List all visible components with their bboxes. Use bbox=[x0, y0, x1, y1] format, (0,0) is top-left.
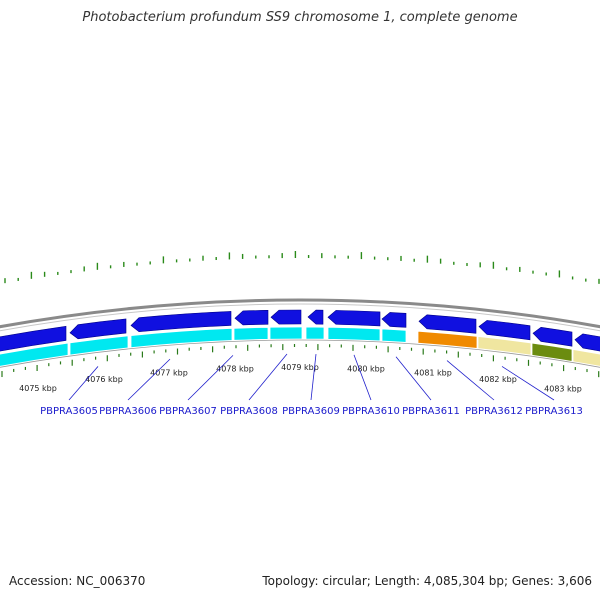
feature-band-12 bbox=[572, 348, 600, 367]
gene-label: PBPRA3607 bbox=[159, 406, 217, 417]
gene-arrow-5 bbox=[270, 309, 302, 325]
feature-band-3 bbox=[130, 327, 233, 349]
feature-band-6 bbox=[305, 326, 325, 340]
scale-label: 4077 kbp bbox=[150, 368, 188, 377]
gene-labels: PBPRA3605 PBPRA3606 PBPRA3607 PBPRA3608 PBPR… bbox=[40, 406, 583, 417]
gene-label-line bbox=[446, 360, 495, 401]
feature-band-7 bbox=[327, 326, 381, 342]
gene-label: PBPRA3610 bbox=[342, 406, 400, 417]
scale-label: 4078 kbp bbox=[216, 364, 254, 373]
scale-label: 4080 kbp bbox=[347, 364, 385, 373]
scale-label: 4079 kbp bbox=[281, 363, 319, 372]
gene-label: PBPRA3613 bbox=[525, 406, 583, 417]
genome-backbone bbox=[0, 298, 600, 332]
gene-label-line bbox=[310, 354, 317, 401]
gene-label-line bbox=[395, 356, 432, 401]
feature-band-8 bbox=[381, 328, 407, 343]
scale-ticks bbox=[1, 344, 600, 378]
scale-label: 4075 kbp bbox=[19, 384, 57, 393]
scale-label: 4083 kbp bbox=[544, 384, 582, 393]
band-outline-arc bbox=[0, 339, 600, 368]
gene-label-line bbox=[248, 353, 288, 401]
accession-text: Accession: NC_006370 bbox=[9, 574, 146, 588]
gene-arrow-8 bbox=[381, 312, 407, 328]
gene-label: PBPRA3612 bbox=[465, 406, 523, 417]
gene-arrow-3 bbox=[130, 311, 232, 333]
gene-arrow-11 bbox=[532, 326, 573, 347]
backbone-outer-arc bbox=[0, 298, 600, 329]
gene-label: PBPRA3606 bbox=[99, 406, 157, 417]
scale-label: 4082 kbp bbox=[479, 375, 517, 384]
gene-label: PBPRA3605 bbox=[40, 406, 98, 417]
gene-arrow-7 bbox=[327, 310, 381, 327]
gene-label-line bbox=[187, 355, 234, 401]
feature-band-5 bbox=[269, 326, 303, 340]
scale-labels: 4075 kbp 4076 kbp 4077 kbp 4078 kbp 4079 kbp… bbox=[19, 363, 582, 393]
feature-band-track bbox=[0, 326, 600, 368]
gene-label: PBPRA3608 bbox=[220, 406, 278, 417]
gc-skew-track bbox=[4, 251, 600, 284]
feature-band-10 bbox=[477, 336, 532, 356]
gene-label-line bbox=[501, 366, 555, 401]
backbone-inner-arc bbox=[0, 303, 600, 332]
page-title: Photobacterium profundum SS9 chromosome … bbox=[82, 10, 518, 25]
gene-label-line bbox=[127, 358, 171, 401]
gene-label-line bbox=[353, 354, 372, 401]
scale-label: 4081 kbp bbox=[414, 368, 452, 377]
gene-arrow-2 bbox=[69, 318, 127, 340]
gene-label: PBPRA3609 bbox=[282, 406, 340, 417]
gene-arrow-4 bbox=[234, 309, 269, 326]
gene-arrow-1 bbox=[0, 325, 67, 352]
gene-arrow-9 bbox=[418, 314, 477, 334]
gene-label-line bbox=[68, 366, 99, 401]
gene-label-lines bbox=[68, 353, 555, 401]
scale-label: 4076 kbp bbox=[85, 375, 123, 384]
gene-label: PBPRA3611 bbox=[402, 406, 460, 417]
feature-band-11 bbox=[531, 342, 573, 362]
gene-arrow-6 bbox=[307, 309, 324, 325]
feature-band-2 bbox=[69, 335, 129, 356]
gene-arrow-12 bbox=[574, 333, 600, 352]
genome-summary-text: Topology: circular; Length: 4,085,304 bp… bbox=[262, 574, 592, 588]
feature-band-1 bbox=[0, 342, 69, 367]
feature-band-9 bbox=[417, 330, 478, 349]
gene-arrow-10 bbox=[478, 320, 531, 341]
gene-track bbox=[0, 309, 600, 352]
feature-band-4 bbox=[233, 326, 269, 341]
